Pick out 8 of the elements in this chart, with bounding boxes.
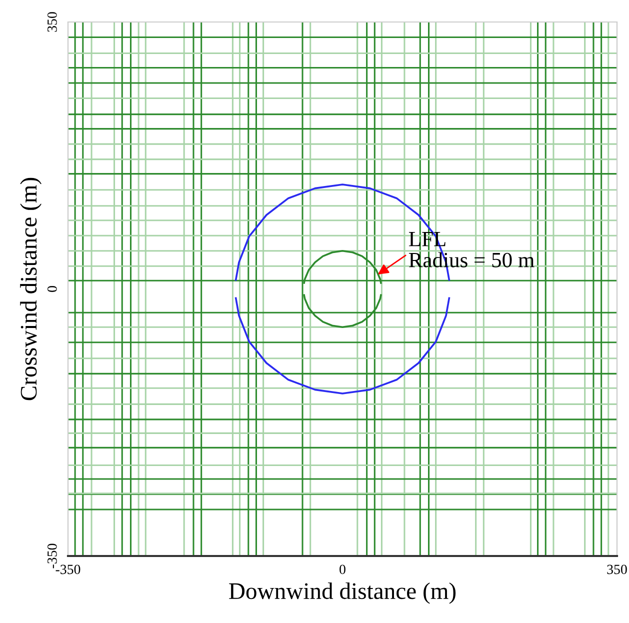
x-tick-label: -350 <box>56 564 80 574</box>
y-axis-title: Crosswind distance (m) <box>20 178 42 400</box>
x-tick-label: 0 <box>340 564 346 574</box>
y-tick-label: 350 <box>47 12 57 32</box>
x-tick-label: 350 <box>607 564 627 574</box>
x-axis-title: Downwind distance (m) <box>229 582 456 604</box>
line-series <box>234 297 450 394</box>
y-tick-label: 0 <box>47 286 57 292</box>
